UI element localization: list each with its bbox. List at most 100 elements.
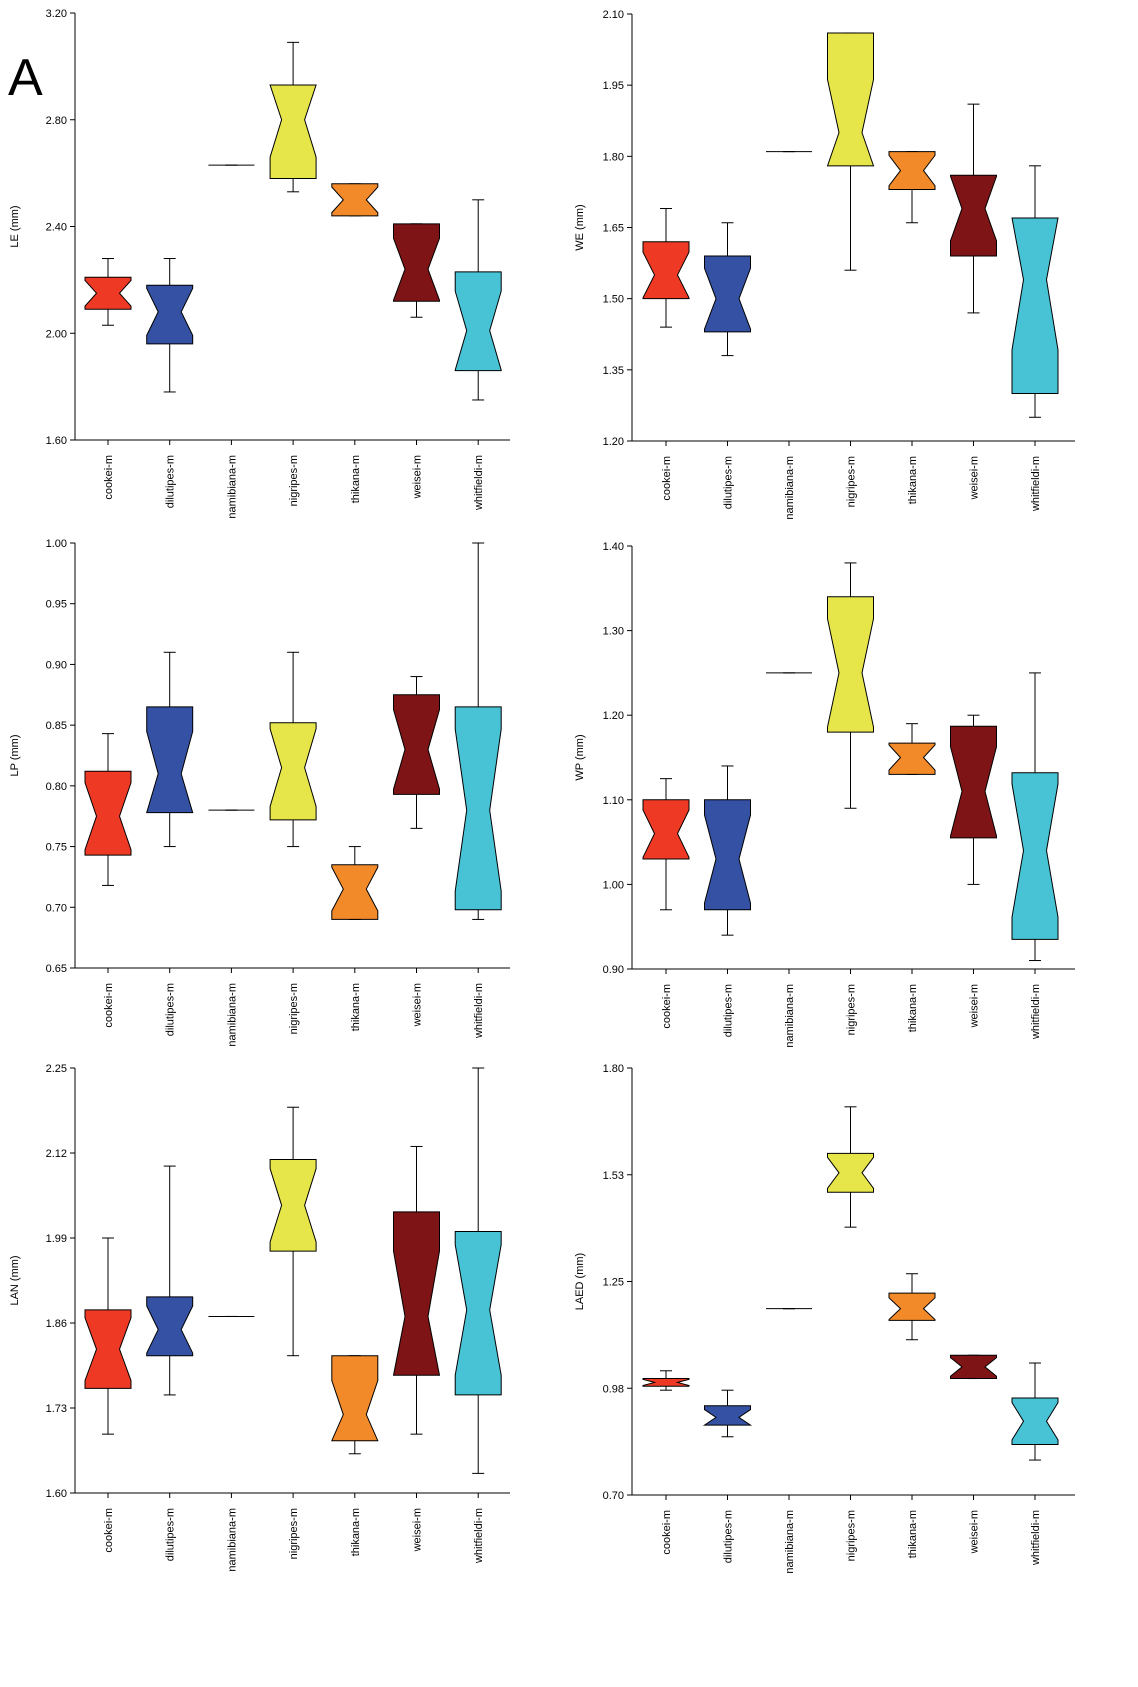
- y-tick-label: 1.95: [603, 80, 624, 92]
- y-tick-label: 2.80: [46, 115, 67, 127]
- x-tick-label: weisei-m: [969, 984, 981, 1028]
- x-tick-label: namibiana-m: [226, 983, 238, 1047]
- y-tick-label: 1.50: [603, 294, 624, 306]
- x-tick-label: dilutipes-m: [165, 455, 177, 508]
- x-tick-label: thikana-m: [907, 1510, 919, 1558]
- x-tick-label: nigripes-m: [846, 984, 858, 1035]
- notched-box: [331, 1355, 379, 1442]
- notched-box: [269, 84, 317, 179]
- y-tick-label: 1.60: [46, 1488, 67, 1500]
- notched-box: [393, 694, 440, 795]
- y-tick-label: 1.60: [46, 435, 67, 447]
- notched-box: [1011, 772, 1059, 940]
- y-tick-label: 0.98: [603, 1383, 624, 1395]
- notched-box: [888, 151, 936, 191]
- y-tick-label: 1.20: [603, 710, 624, 722]
- notched-box: [146, 1296, 194, 1357]
- notched-box: [642, 1378, 690, 1387]
- x-tick-label: thikana-m: [350, 1508, 362, 1556]
- notched-box: [454, 706, 502, 911]
- y-tick-label: 1.80: [603, 1063, 624, 1075]
- y-tick-label: 1.20: [603, 436, 624, 448]
- y-tick-label: 1.25: [603, 1277, 624, 1289]
- x-tick-label: cookei-m: [103, 1508, 115, 1553]
- notched-box: [392, 1211, 441, 1376]
- notched-box: [393, 223, 440, 302]
- notched-box: [84, 1309, 132, 1389]
- x-tick-label: whitfieldi-m: [1030, 984, 1042, 1040]
- x-tick-label: weisei-m: [412, 1508, 424, 1552]
- notched-box: [269, 1159, 317, 1252]
- y-tick-label: 1.40: [603, 541, 624, 553]
- x-tick-label: namibiana-m: [226, 455, 238, 519]
- x-tick-label: namibiana-m: [784, 984, 796, 1048]
- y-tick-label: 1.00: [603, 879, 624, 891]
- y-tick-label: 1.35: [603, 365, 624, 377]
- x-tick-label: nigripes-m: [288, 455, 300, 506]
- y-tick-label: 1.80: [603, 151, 624, 163]
- notched-box: [704, 799, 751, 911]
- y-tick-label: 0.75: [46, 842, 67, 854]
- x-tick-label: whitfieldi-m: [473, 455, 485, 511]
- notched-box: [331, 864, 379, 920]
- y-tick-label: 0.90: [603, 964, 624, 976]
- x-tick-label: weisei-m: [969, 1510, 981, 1554]
- notched-box: [1011, 217, 1059, 395]
- y-tick-label: 1.30: [603, 626, 624, 638]
- notched-box: [454, 1230, 502, 1396]
- y-axis-title: LE (mm): [9, 205, 21, 247]
- x-tick-label: cookei-m: [661, 456, 673, 501]
- y-tick-label: 0.95: [46, 599, 67, 611]
- notched-box: [827, 1152, 874, 1193]
- x-tick-label: weisei-m: [969, 456, 981, 500]
- notched-box: [642, 241, 690, 300]
- y-tick-label: 0.65: [46, 963, 67, 975]
- x-tick-label: whitfieldi-m: [1030, 1510, 1042, 1566]
- y-tick-label: 0.70: [46, 902, 67, 914]
- y-tick-label: 2.40: [46, 222, 67, 234]
- x-tick-label: dilutipes-m: [723, 1510, 735, 1563]
- y-tick-label: 2.10: [603, 9, 624, 21]
- notched-box: [888, 1292, 936, 1321]
- x-tick-label: namibiana-m: [784, 1510, 796, 1574]
- notched-box: [950, 1354, 997, 1380]
- notched-box: [702, 1405, 753, 1426]
- x-tick-label: namibiana-m: [784, 456, 796, 520]
- y-tick-label: 1.00: [46, 538, 67, 550]
- x-tick-label: thikana-m: [350, 983, 362, 1031]
- panel-label: A: [8, 49, 43, 107]
- x-tick-label: dilutipes-m: [723, 984, 735, 1037]
- x-tick-label: weisei-m: [412, 983, 424, 1027]
- x-tick-label: whitfieldi-m: [473, 1508, 485, 1564]
- x-tick-label: namibiana-m: [226, 1508, 238, 1572]
- x-tick-label: cookei-m: [103, 455, 115, 500]
- x-tick-label: nigripes-m: [288, 1508, 300, 1559]
- y-tick-label: 1.86: [46, 1318, 67, 1330]
- y-tick-label: 1.99: [46, 1233, 67, 1245]
- y-tick-label: 2.25: [46, 1063, 67, 1075]
- y-axis-title: WE (mm): [574, 204, 586, 250]
- x-tick-label: whitfieldi-m: [473, 983, 485, 1039]
- notched-box: [704, 255, 751, 333]
- y-tick-label: 3.20: [46, 8, 67, 20]
- y-tick-label: 1.53: [603, 1170, 624, 1182]
- notched-box: [950, 725, 997, 839]
- x-tick-label: cookei-m: [661, 984, 673, 1029]
- notched-box: [1011, 1397, 1059, 1446]
- x-tick-label: whitfieldi-m: [1030, 456, 1042, 512]
- notched-box: [950, 174, 997, 257]
- y-tick-label: 0.90: [46, 659, 67, 671]
- y-tick-label: 0.80: [46, 781, 67, 793]
- y-tick-label: 2.12: [46, 1148, 67, 1160]
- x-tick-label: weisei-m: [412, 455, 424, 499]
- notched-box: [84, 276, 132, 310]
- y-tick-label: 2.00: [46, 328, 67, 340]
- x-tick-label: cookei-m: [103, 983, 115, 1028]
- notched-box: [269, 722, 317, 821]
- y-tick-label: 1.10: [603, 795, 624, 807]
- y-tick-label: 1.65: [603, 223, 624, 235]
- x-tick-label: dilutipes-m: [723, 456, 735, 509]
- notched-box: [146, 284, 194, 345]
- notched-box: [454, 271, 502, 372]
